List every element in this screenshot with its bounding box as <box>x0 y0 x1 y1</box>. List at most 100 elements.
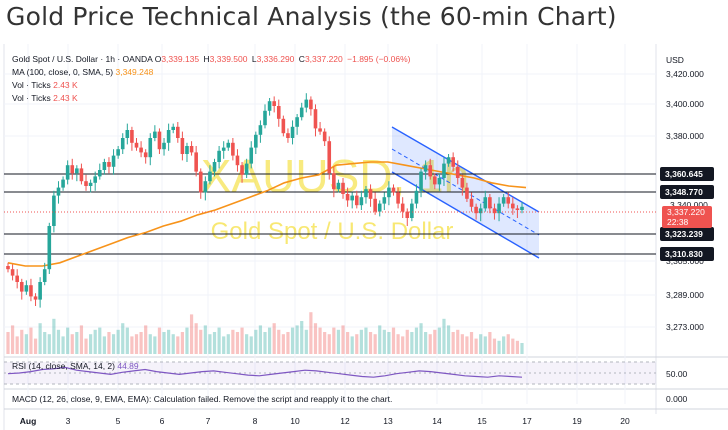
volume-bar <box>208 334 212 354</box>
volume-bar <box>258 325 263 354</box>
candle-body <box>47 226 52 270</box>
price-chart[interactable]: XAUUSD, 1h Gold Spot / U.S. Dollar 3,360… <box>0 44 728 430</box>
volume-bar <box>424 332 428 354</box>
current-price-countdown: 22:38 <box>667 217 689 227</box>
price-tick-label: 3,289.000 <box>666 290 704 300</box>
candle-body <box>318 128 322 132</box>
level-tag-bg <box>660 185 714 199</box>
volume-bar <box>502 336 506 354</box>
volume-bar <box>235 332 240 354</box>
volume-bars <box>6 312 524 354</box>
volume-bar <box>405 329 409 354</box>
volume-bar <box>47 334 51 354</box>
candle-body <box>460 178 465 188</box>
volume-bar <box>222 336 226 354</box>
volume-bar <box>506 334 510 354</box>
candle-body <box>107 162 111 167</box>
volume-bar <box>93 329 97 354</box>
level-tag-label: 3,360.645 <box>665 169 703 179</box>
candle-body <box>414 190 419 204</box>
channel-upper-line[interactable] <box>391 126 540 213</box>
volume-bar <box>171 334 175 354</box>
volume-bar <box>153 336 157 354</box>
volume-bar <box>483 336 487 354</box>
candle-body <box>483 197 488 209</box>
candle-body <box>391 187 396 193</box>
volume-bar <box>460 334 464 354</box>
rsi-label: RSI (14, close, SMA, 14, 2) 44.89 <box>12 361 139 371</box>
volume-bar <box>511 338 515 354</box>
candle-body <box>148 138 153 158</box>
candle-body <box>221 147 226 151</box>
candle-body <box>111 155 116 167</box>
volume-bar <box>125 327 129 354</box>
volume-bar <box>167 329 171 354</box>
volume-bar <box>382 329 386 354</box>
horizontal-levels[interactable]: 3,360.645 3,348.770 3,323.239 3,310.830 <box>4 167 714 261</box>
candle-body <box>299 107 304 118</box>
volume-bar <box>130 336 134 354</box>
time-axis[interactable]: Aug 3 5 6 7 8 10 12 13 14 15 17 19 20 <box>20 416 630 426</box>
volume-bar <box>341 325 345 354</box>
volume-legend-1: Vol · Ticks 2.43 K <box>12 80 78 90</box>
candle-body <box>387 187 391 198</box>
price-axis[interactable]: 3,420.000 3,400.000 3,380.000 3,305.000 3,28… <box>666 69 708 332</box>
volume-bar <box>245 334 249 354</box>
volume-bar <box>437 327 441 354</box>
candle-body <box>217 150 221 162</box>
candle-body <box>212 162 217 172</box>
candle-body <box>203 181 208 193</box>
page-title: Gold Price Technical Analysis (the 60-mi… <box>6 2 617 31</box>
level-tag-bg <box>660 247 714 261</box>
candle-body <box>153 131 157 138</box>
time-tick-label: 6 <box>160 416 165 426</box>
open-label: O <box>154 54 162 64</box>
candle-body <box>511 203 515 209</box>
volume-bar <box>304 329 308 354</box>
candle-body <box>373 198 377 212</box>
ma-legend: MA (100, close, 0, SMA, 5) 3,349.248 <box>12 67 153 77</box>
candle-body <box>272 101 276 106</box>
candle-body <box>125 130 130 138</box>
candle-body <box>226 142 231 148</box>
ma-value: 3,349.248 <box>115 67 154 77</box>
volume-bar <box>70 334 74 354</box>
candle-body <box>134 142 139 148</box>
volume-bar <box>148 334 152 354</box>
candle-body <box>364 189 368 198</box>
candle-body <box>286 133 290 138</box>
level-tag-label: 3,310.830 <box>665 249 703 259</box>
candle-body <box>38 282 42 300</box>
candle-body <box>400 203 405 212</box>
volume-bar <box>368 332 373 354</box>
volume-bar <box>185 327 189 354</box>
candle-body <box>93 176 97 183</box>
volume-bar <box>157 327 162 354</box>
candle-body <box>501 197 506 204</box>
candle-body <box>235 155 240 166</box>
volume-bar <box>313 323 318 354</box>
volume-bar <box>263 332 267 354</box>
candlesticks <box>6 93 524 308</box>
candle-body <box>382 197 387 204</box>
candle-body <box>290 126 295 138</box>
volume-bar <box>121 323 125 354</box>
candle-body <box>198 171 203 193</box>
volume-bar <box>194 323 198 354</box>
candle-body <box>322 131 327 142</box>
candle-body <box>506 197 511 204</box>
candle-body <box>249 147 254 164</box>
candle-body <box>180 138 185 154</box>
candle-body <box>130 130 134 143</box>
volume-bar <box>199 329 203 354</box>
rsi-label-text: RSI (14, close, SMA, 14, 2) <box>12 361 115 371</box>
volume-bar <box>414 327 419 354</box>
candle-body <box>166 130 171 143</box>
candle-body <box>102 162 107 170</box>
volume-bar <box>212 332 217 354</box>
volume-bar <box>267 327 272 354</box>
candle-body <box>497 203 501 214</box>
volume-bar <box>410 332 414 354</box>
volume-bar <box>300 321 304 354</box>
level-tag-bg <box>660 227 714 241</box>
